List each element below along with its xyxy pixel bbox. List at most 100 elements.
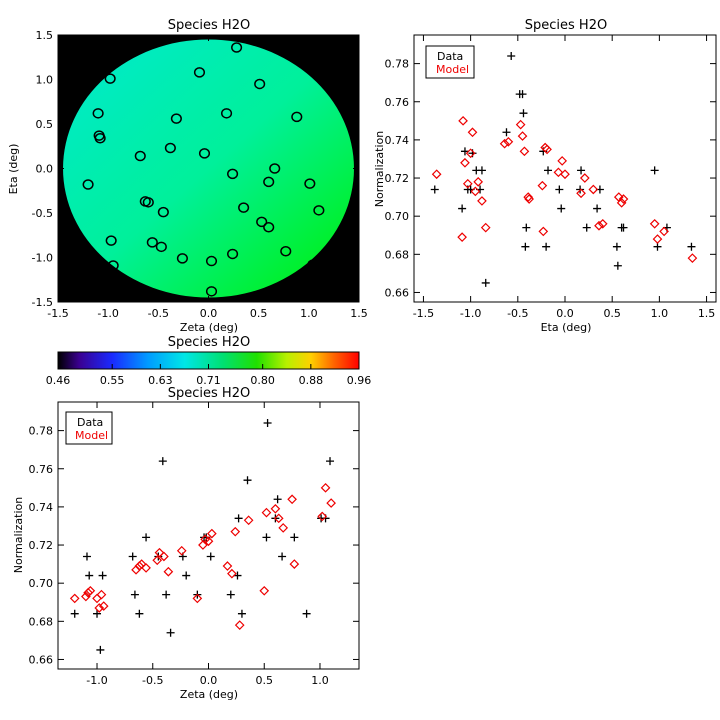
zeta-scatter-title: Species H2O [168,386,250,401]
eta-scatter-data-point [687,242,696,251]
eta-scatter-model-point [538,226,549,237]
aperture-circle [92,108,104,119]
eta-scatter-model-point [465,148,476,159]
map-ytick-label: 1.0 [36,74,54,87]
zeta-scatter-model-point [273,513,284,524]
eta-scatter-legend: Data Model [425,45,475,79]
eta-scatter-data-point [481,278,490,287]
zeta-scatter-xtick-label: 0.0 [200,674,218,687]
eta-scatter-data-point [542,242,551,251]
map-ytick-label: 0.5 [36,118,54,131]
zeta-scatter-data-point [142,533,151,542]
zeta-scatter-data-point [243,476,252,485]
colorbar-tick-label: 0.46 [46,374,71,387]
zeta-scatter-legend: Data Model [65,411,113,445]
zeta-scatter-panel: Species H2O -1.0 -0.5 0.0 0.5 1.0 0.66 0.68 0.7… [12,386,360,701]
zeta-scatter-model-point [163,566,174,577]
zeta-scatter-model-point [234,620,245,630]
zeta-scatter-data-point [130,590,139,599]
eta-scatter-frame [413,34,717,303]
field-disk [63,39,354,298]
zeta-scatter-model-point [92,593,102,604]
eta-scatter-model-point [659,226,669,237]
eta-scatter-model-point [460,157,470,168]
zeta-scatter-xtick-label: 0.5 [255,674,273,687]
zeta-scatter-xtick-label: 1.0 [311,674,329,687]
legend-box [65,411,113,445]
eta-scatter-data-point [650,166,659,175]
map-ylabel: Eta (deg) [7,144,20,195]
colorbar-tick-label: 0.71 [196,374,221,387]
map-title: Species H2O [168,18,250,33]
aperture-circle [307,259,319,270]
aperture-circle [238,202,250,213]
aperture-circle [263,221,275,233]
aperture-circle [280,246,292,257]
eta-scatter-data-point [555,185,564,194]
map-ytick-label: -1.5 [32,296,53,309]
zeta-scatter-data-point [263,418,272,427]
zeta-scatter-model-point [317,511,328,522]
eta-scatter-data-point [613,261,622,270]
zeta-scatter-model-point [261,507,272,518]
zeta-scatter-model-point [159,551,169,562]
zeta-scatter-model-point [230,526,241,537]
eta-scatter-model-point [519,146,530,157]
zeta-scatter-ytick-label: 0.68 [29,615,54,628]
zeta-scatter-data-point [182,571,191,580]
eta-scatter-model-point [537,180,548,191]
zeta-scatter-model-point [289,559,300,569]
eta-scatter-model-point [470,186,481,197]
eta-scatter-xtick-label: -1.5 [413,307,434,320]
eta-scatter-title: Species H2O [525,18,607,33]
aperture-circle [94,132,106,144]
zeta-scatter-data-point [162,590,171,599]
colorbar-tick-label: 0.63 [148,374,173,387]
zeta-scatter-model-point [243,515,254,526]
eta-scatter-xtick-label: 0.5 [603,307,621,320]
eta-scatter-data-point [502,128,511,137]
eta-scatter-model-point [523,192,534,202]
aperture-circle [82,179,94,190]
aperture-circle [313,205,325,216]
eta-scatter-data-point [477,166,486,175]
zeta-scatter-model-point [270,503,281,514]
eta-scatter-panel: Species H2O -1.5 -1.0 -0.5 0.0 0.5 1.0 1.5 0.66… [373,18,717,334]
eta-scatter-data-point [522,223,531,232]
zeta-scatter-data-point [82,552,91,561]
zeta-scatter-data-point [326,457,335,466]
eta-scatter-data-point [544,166,553,175]
map-xtick-label: 1.5 [350,307,368,320]
zeta-scatter-data-point [93,609,102,618]
aperture-circle [104,73,116,84]
legend-data: Data [437,50,463,63]
eta-scatter-data-point [577,166,586,175]
eta-scatter-model-point [431,169,442,180]
aperture-circle [263,176,275,188]
aperture-circle [139,196,151,207]
map-xtick-label: 0.5 [250,307,268,320]
zeta-scatter-model-point [69,593,80,604]
aperture-circle [304,178,316,189]
map-xtick-label: 1.0 [300,307,318,320]
aperture-circle [227,248,239,260]
zeta-scatter-data-point [302,609,311,618]
aperture-circle [155,241,167,253]
eta-scatter-data-point [458,204,467,213]
aperture-circle [164,142,176,154]
eta-scatter-model-point [499,138,510,149]
zeta-scatter-model-point [85,585,96,596]
zeta-scatter-ylabel: Normalization [12,497,25,573]
zeta-scatter-data-point [206,552,215,561]
zeta-scatter-data-point [234,514,243,523]
eta-scatter-model-point [553,167,564,178]
aperture-circle [221,108,233,119]
eta-scatter-xlabel: Eta (deg) [541,321,592,334]
colorbar-title: Species H2O [168,335,250,350]
eta-scatter-xtick-label: -0.5 [507,307,528,320]
zeta-scatter-frame [57,401,360,670]
eta-scatter-model-point [458,115,468,126]
legend-model: Model [75,429,108,442]
zeta-scatter-model-point [81,591,91,602]
zeta-scatter-data-point [154,552,163,561]
